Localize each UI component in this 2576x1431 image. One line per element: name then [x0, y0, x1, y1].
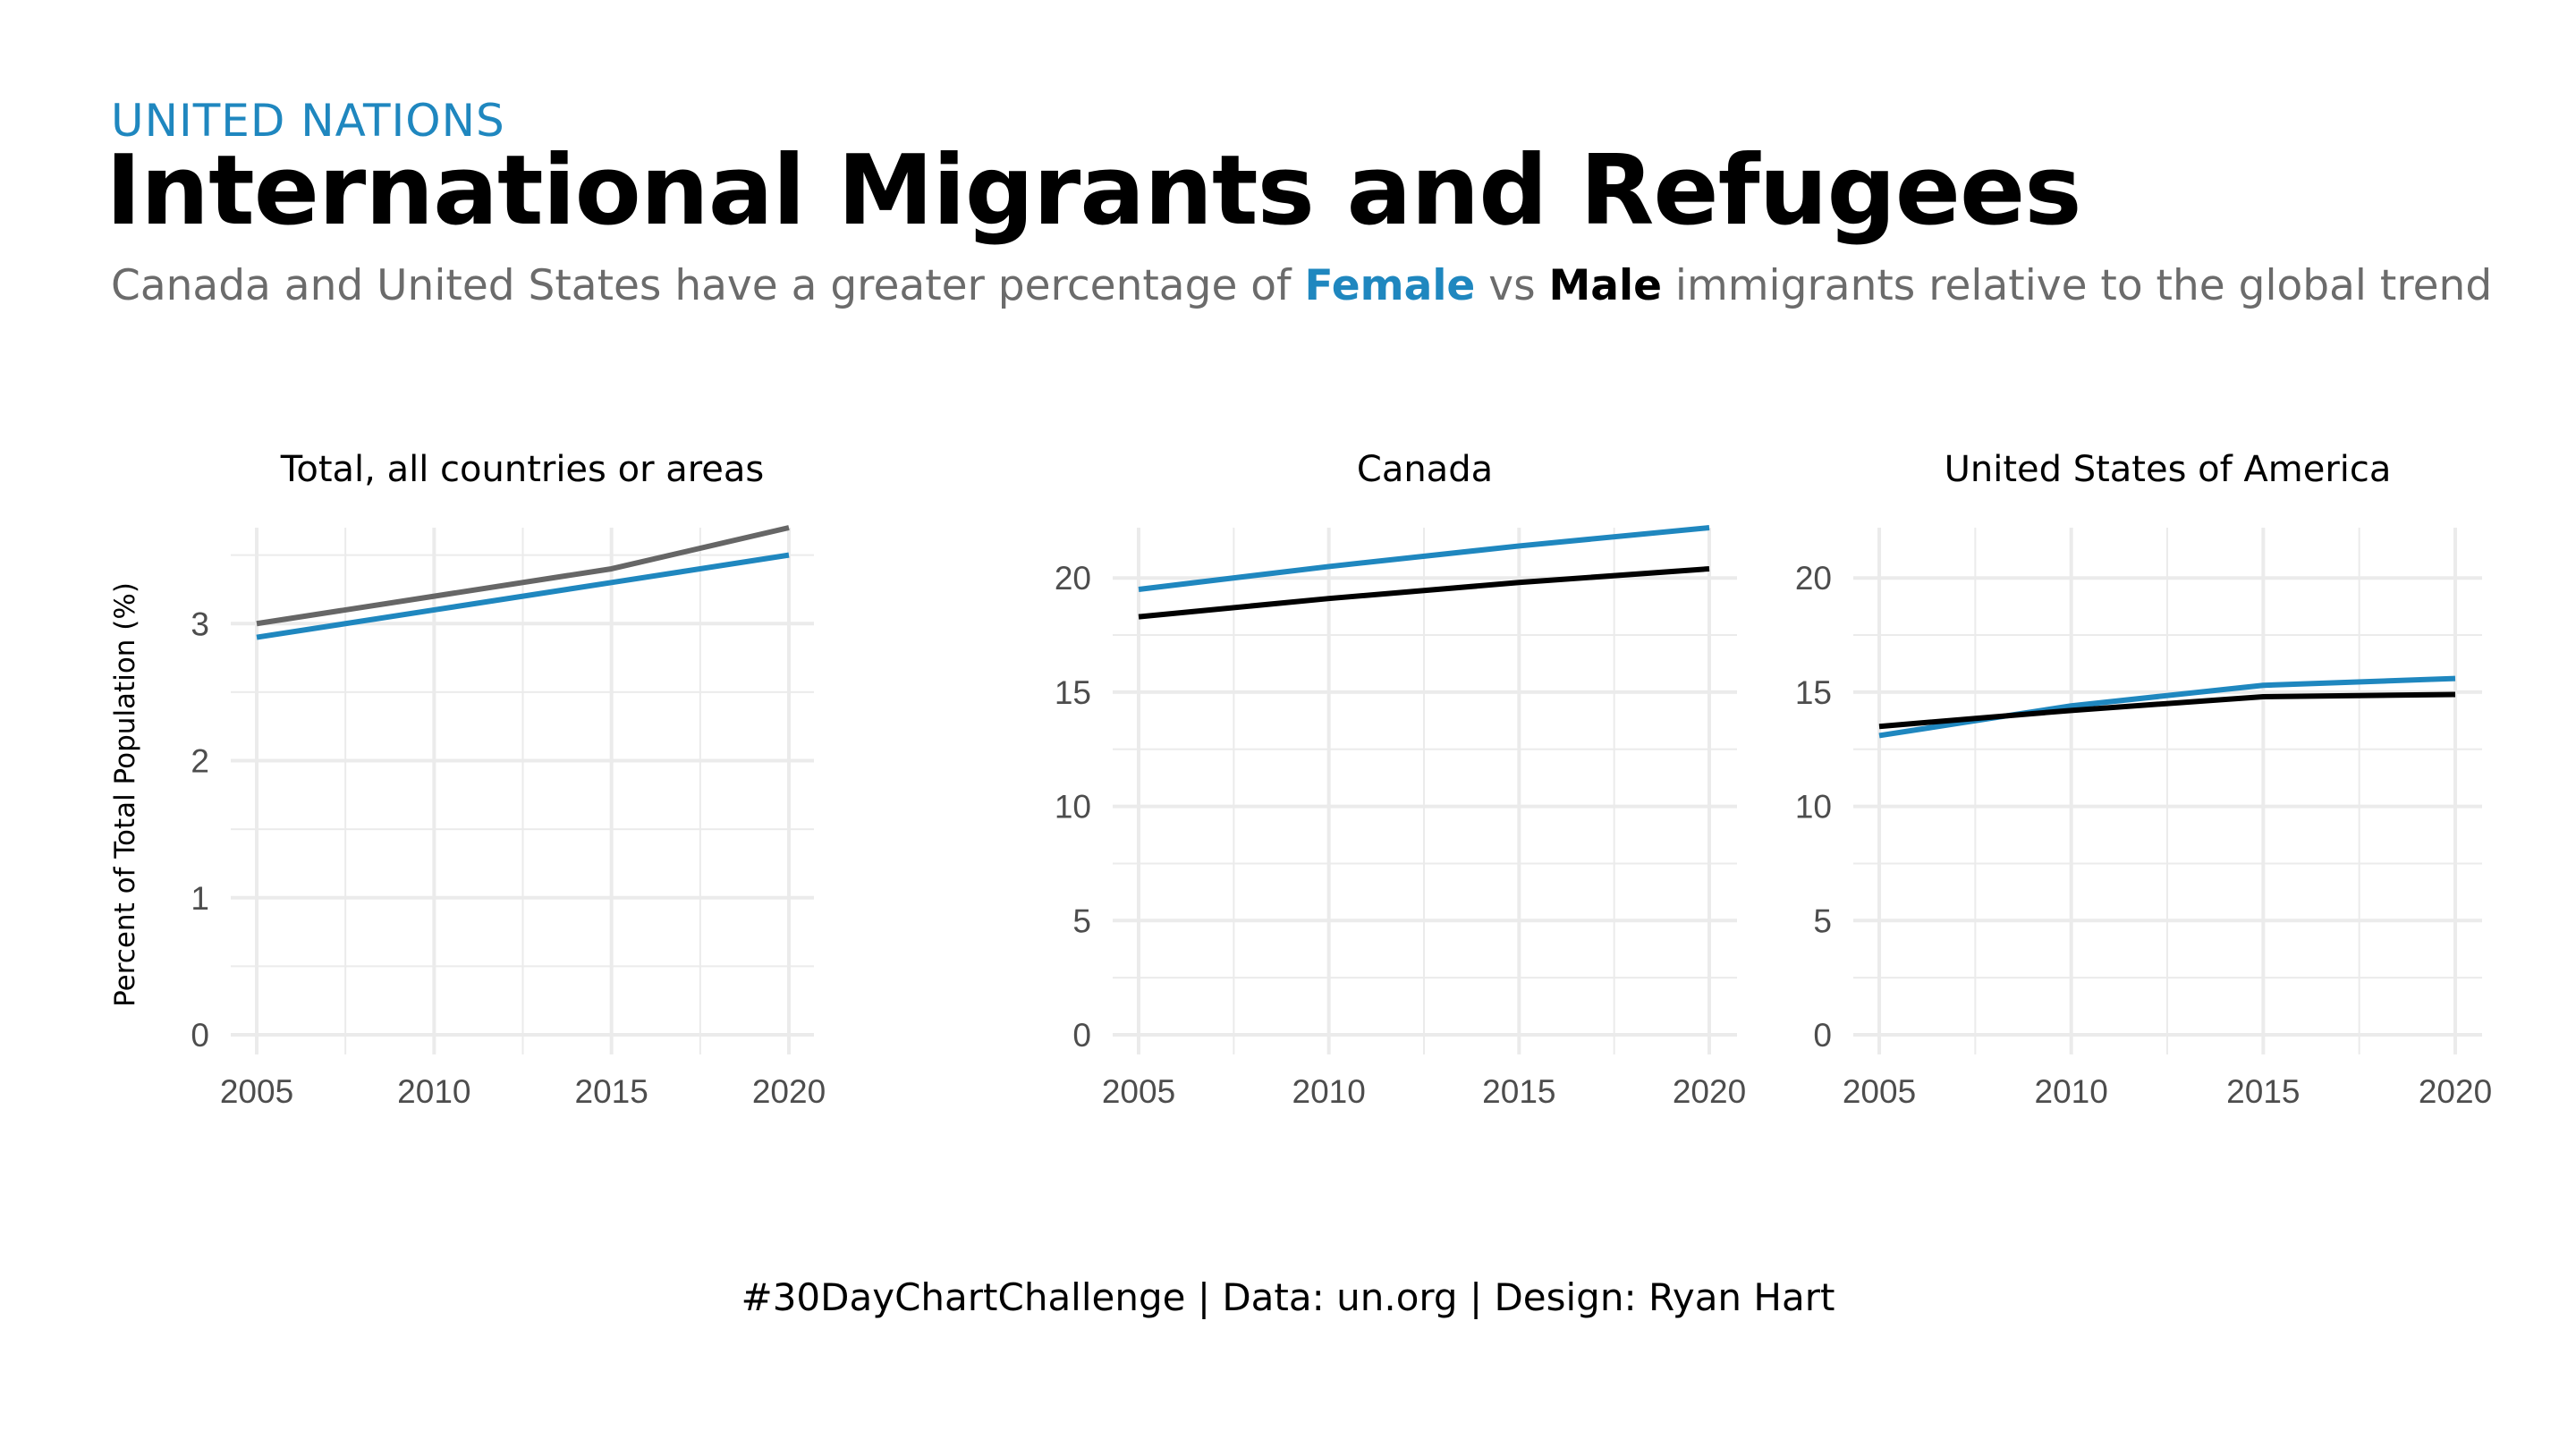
- y-tick-label: 2: [191, 743, 209, 780]
- y-tick-label: 5: [1813, 902, 1832, 939]
- y-tick-label: 0: [191, 1017, 209, 1054]
- series-line-female: [1138, 525, 1710, 592]
- series-line-male: [256, 525, 790, 627]
- x-tick-label: 2010: [397, 1073, 470, 1110]
- y-tick-label: 0: [1813, 1017, 1832, 1054]
- x-tick-label: 2010: [2035, 1073, 2108, 1110]
- y-tick-label: 10: [1055, 789, 1091, 826]
- panel-title: Total, all countries or areas: [280, 449, 765, 490]
- x-tick-label: 2020: [1673, 1073, 1746, 1110]
- y-tick-label: 10: [1795, 789, 1832, 826]
- series-line-female: [256, 552, 790, 640]
- x-tick-label: 2015: [575, 1073, 648, 1110]
- x-tick-label: 2020: [752, 1073, 826, 1110]
- y-tick-label: 3: [191, 605, 209, 642]
- x-tick-label: 2005: [220, 1073, 293, 1110]
- subtitle-male-key: Male: [1548, 261, 1662, 310]
- panel-title: United States of America: [1945, 449, 2392, 490]
- y-tick-label: 20: [1055, 560, 1091, 597]
- x-tick-label: 2020: [2419, 1073, 2492, 1110]
- kicker-label: UNITED NATIONS: [111, 95, 505, 147]
- y-tick-label: 15: [1055, 674, 1091, 711]
- y-tick-label: 20: [1795, 560, 1832, 597]
- y-tick-label: 15: [1795, 674, 1832, 711]
- chart-subtitle: Canada and United States have a greater …: [111, 265, 2492, 307]
- y-tick-label: 1: [191, 880, 209, 917]
- x-tick-label: 2005: [1843, 1073, 1916, 1110]
- caption: #30DayChartChallenge | Data: un.org | De…: [741, 1275, 1835, 1319]
- series-line-male: [1878, 691, 2456, 730]
- x-tick-label: 2005: [1102, 1073, 1175, 1110]
- x-tick-label: 2010: [1292, 1073, 1366, 1110]
- y-tick-label: 5: [1072, 902, 1091, 939]
- y-axis-label: Percent of Total Population (%): [109, 582, 141, 1007]
- y-tick-label: 0: [1072, 1017, 1091, 1054]
- panel-title: Canada: [1357, 449, 1493, 490]
- series-line-male: [1138, 565, 1710, 620]
- chart-title: International Migrants and Refugees: [106, 135, 2082, 247]
- subtitle-female-key: Female: [1304, 261, 1476, 310]
- subtitle-mid: vs: [1475, 261, 1549, 310]
- x-tick-label: 2015: [1482, 1073, 1555, 1110]
- x-tick-label: 2015: [2226, 1073, 2300, 1110]
- subtitle-suffix: immigrants relative to the global trend: [1661, 261, 2493, 310]
- subtitle-prefix: Canada and United States have a greater …: [111, 261, 1305, 310]
